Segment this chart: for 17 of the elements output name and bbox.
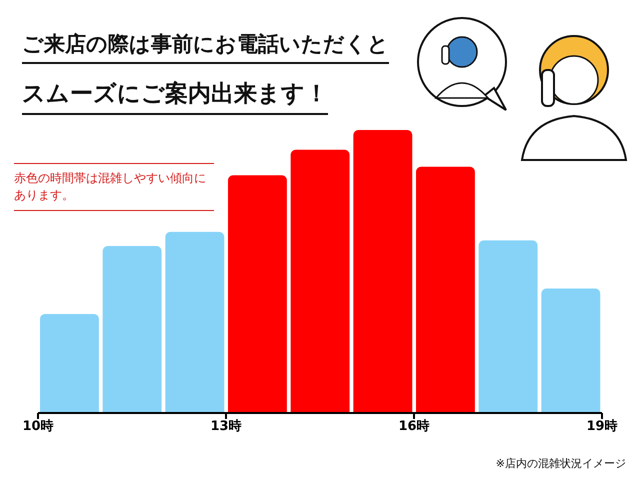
bar [228, 175, 287, 413]
bar [478, 240, 538, 413]
x-tick-label: 19時 [586, 419, 618, 434]
x-tick-label: 16時 [398, 419, 430, 434]
bar [353, 130, 412, 413]
bar [165, 232, 224, 413]
chart-title: ご来店の際は事前にお電話いただくと [22, 30, 389, 64]
annotation: 赤色の時間帯は混雑しやすい傾向にあります。 [14, 163, 214, 211]
bar [290, 150, 350, 413]
bar [102, 246, 162, 413]
text: ※店内の混雑状況イメージ [496, 456, 626, 471]
bar [40, 314, 99, 413]
bar [541, 288, 600, 413]
x-tick-label: 13時 [210, 419, 242, 434]
chart-subtitle: スムーズにご案内出来ます！ [22, 78, 328, 115]
bar [416, 166, 475, 413]
x-tick-label: 10時 [22, 419, 54, 434]
